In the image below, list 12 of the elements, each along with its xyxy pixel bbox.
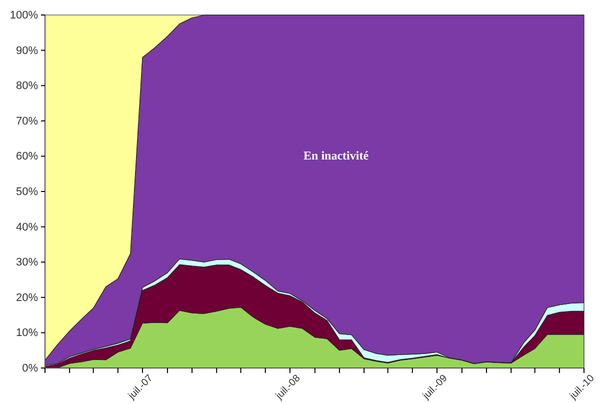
y-tick-label: 100%	[10, 10, 38, 22]
y-tick-label: 40%	[16, 221, 38, 234]
y-tick-label: 70%	[16, 115, 38, 128]
y-tick-label: 90%	[16, 44, 38, 57]
y-tick-label: 80%	[16, 80, 38, 92]
y-tick-label: 30%	[16, 256, 38, 269]
y-tick-label: 0%	[22, 362, 38, 375]
y-tick-label: 50%	[16, 186, 38, 198]
y-tick-label: 60%	[16, 150, 38, 163]
y-tick-label: 20%	[16, 292, 38, 304]
y-tick-label: 10%	[16, 327, 38, 340]
annotation: En inactivité	[304, 148, 370, 163]
